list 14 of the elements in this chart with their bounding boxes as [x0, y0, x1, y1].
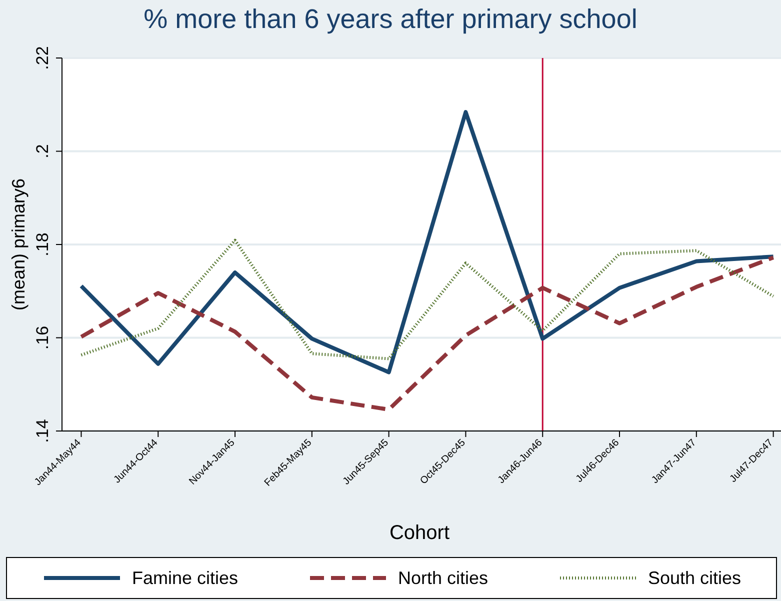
y-axis-title: (mean) primary6	[8, 178, 30, 310]
x-axis-title: Cohort	[388, 522, 451, 545]
y-tick-label: .14	[33, 419, 52, 443]
y-tick-label: .16	[33, 326, 52, 350]
line-series	[79, 256, 776, 412]
legend-label: Famine cities	[130, 568, 238, 588]
legend-label: South cities	[646, 568, 741, 588]
line-series	[79, 110, 776, 374]
y-tick-label: .18	[33, 232, 52, 256]
y-tick-label: .22	[33, 46, 52, 70]
y-tick-label: .2	[33, 144, 52, 158]
legend-label: North cities	[396, 568, 488, 588]
chart-title: % more than 6 years after primary school	[142, 4, 638, 35]
line-series	[80, 238, 775, 360]
